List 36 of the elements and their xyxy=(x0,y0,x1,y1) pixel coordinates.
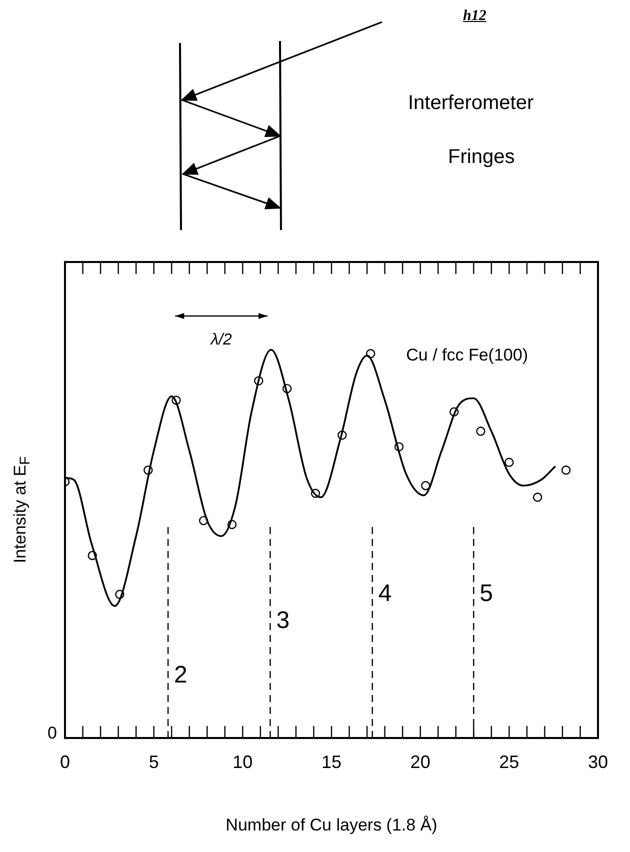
text: h12 xyxy=(463,8,486,25)
annotation: 5 xyxy=(480,580,493,607)
annotation: 2 xyxy=(174,662,188,689)
point xyxy=(504,458,514,467)
x-tick-label: 30 xyxy=(588,752,608,772)
x-tick-label: 5 xyxy=(148,752,159,772)
text: λ/2 xyxy=(210,331,232,348)
point xyxy=(366,349,376,358)
x-tick-label: 15 xyxy=(321,752,342,772)
point xyxy=(449,407,459,416)
point xyxy=(310,488,320,498)
point xyxy=(561,466,571,475)
x-axis-title: Number of Cu layers (1.8 Å) xyxy=(226,815,438,834)
annotation: 4 xyxy=(378,580,392,607)
point xyxy=(254,376,264,386)
text: 0 xyxy=(48,724,57,743)
point xyxy=(144,466,153,475)
point xyxy=(282,384,292,394)
point xyxy=(338,430,347,440)
point xyxy=(172,396,181,405)
point xyxy=(198,516,208,526)
point xyxy=(394,442,404,452)
x-tick-label: 10 xyxy=(232,752,253,772)
point xyxy=(532,492,542,502)
point xyxy=(227,520,237,530)
point xyxy=(476,426,486,436)
annotation: 3 xyxy=(276,607,290,634)
x-tick-label: 20 xyxy=(410,752,430,772)
point xyxy=(88,550,97,560)
point xyxy=(115,590,124,599)
text: Fringes xyxy=(448,146,515,169)
x-tick-label: 25 xyxy=(499,752,520,772)
text: Interferometer xyxy=(408,92,534,115)
annotation: Cu / fcc Fe(100) xyxy=(406,346,528,365)
x-tick-label: 0 xyxy=(60,752,70,772)
point xyxy=(421,481,430,490)
